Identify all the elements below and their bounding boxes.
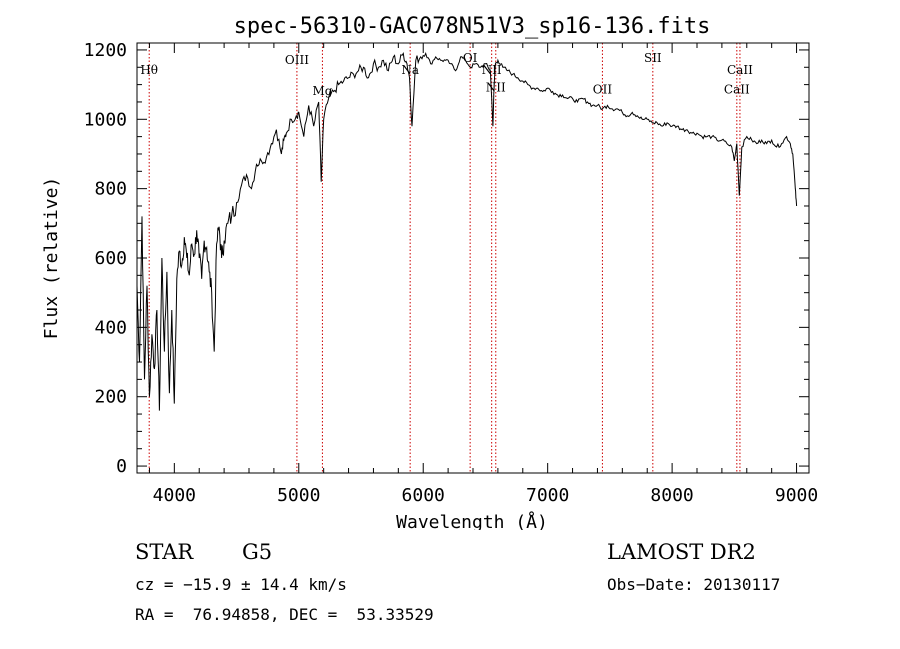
spectrum-line xyxy=(136,51,798,411)
y-tick-label: 1000 xyxy=(84,109,127,130)
velocity-readout: cz = −15.9 ± 14.4 km/s xyxy=(135,575,347,594)
y-tick-label: 0 xyxy=(116,456,127,477)
spectrum-chart: spec-56310-GAC078N51V3_sp16-136.fits Hθ O… xyxy=(41,14,818,530)
line-marker-label: NII xyxy=(486,81,506,95)
plot-frame xyxy=(136,42,810,474)
chart-title: spec-56310-GAC078N51V3_sp16-136.fits xyxy=(234,14,711,39)
line-marker-label: NII xyxy=(482,63,502,77)
line-marker-label: Hθ xyxy=(140,63,158,77)
x-axis: 4000 5000 6000 7000 8000 9000 xyxy=(148,43,818,506)
y-axis-label: Flux (relative) xyxy=(41,177,62,340)
y-tick-label: 600 xyxy=(94,248,127,269)
survey-name: LAMOST DR2 xyxy=(607,540,756,564)
line-marker-label: OIII xyxy=(285,53,309,67)
y-tick-label: 200 xyxy=(94,387,127,408)
x-tick-label: 4000 xyxy=(153,485,196,506)
x-tick-label: 9000 xyxy=(775,485,818,506)
x-tick-label: 8000 xyxy=(650,485,693,506)
line-marker-label: CaII xyxy=(727,63,753,77)
coordinates-readout: RA = 76.94858, DEC = 53.33529 xyxy=(135,605,434,624)
y-tick-label: 800 xyxy=(94,179,127,200)
object-subclass: G5 xyxy=(242,540,273,564)
line-marker-label: OII xyxy=(593,82,613,96)
y-axis: 0 200 400 600 800 1000 1200 xyxy=(84,40,809,477)
x-tick-label: 5000 xyxy=(277,485,320,506)
spectrum-series xyxy=(136,51,798,411)
line-marker-label: Na xyxy=(401,63,419,77)
x-tick-label: 7000 xyxy=(526,485,569,506)
line-marker-label: Mg xyxy=(312,84,332,98)
x-tick-label: 6000 xyxy=(402,485,445,506)
line-marker-label: CaII xyxy=(724,82,750,96)
line-marker-label: SII xyxy=(644,51,662,65)
y-tick-label: 400 xyxy=(94,317,127,338)
x-axis-label: Wavelength (Å) xyxy=(396,511,548,530)
y-tick-label: 1200 xyxy=(84,40,127,61)
object-type: STAR xyxy=(135,540,194,564)
observation-date: Obs−Date: 20130117 xyxy=(607,575,781,594)
